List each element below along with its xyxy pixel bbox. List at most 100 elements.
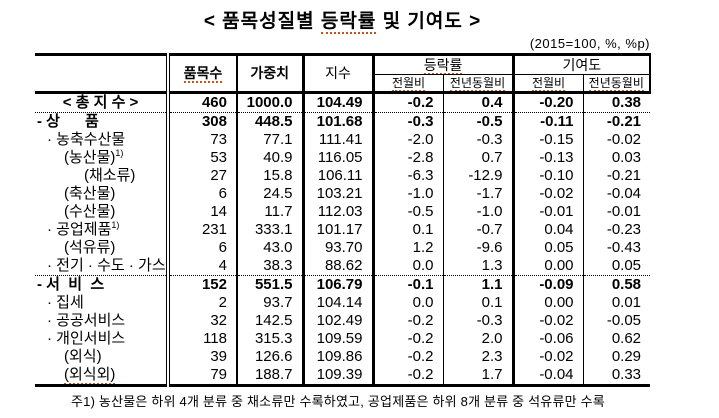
- row-label: (채소류): [35, 167, 170, 185]
- cell-contrib-yoy: 0.05: [582, 257, 651, 276]
- cell-change-yoy: 1.1: [442, 275, 514, 294]
- cell-change-yoy: 2.0: [442, 330, 514, 348]
- cell-weight: 333.1: [236, 221, 303, 239]
- cell-change-mom: -6.3: [371, 167, 443, 185]
- table-row: · 집세 2 93.7 104.14 0.0 0.1 0.00 0.01: [35, 294, 651, 312]
- table-row: (석유류) 6 43.0 93.70 1.2 -9.6 0.05 -0.43: [35, 239, 651, 257]
- cell-index: 104.14: [301, 294, 373, 312]
- cell-change-mom: -0.1: [371, 275, 443, 294]
- cell-contrib-mom: -0.09: [511, 275, 584, 294]
- cell-weight: 1000.0: [236, 92, 303, 113]
- cell-contrib-mom: -0.04: [511, 366, 584, 387]
- cell-weight: 551.5: [236, 275, 303, 294]
- cell-contrib-yoy: 0.01: [582, 294, 651, 312]
- cell-weight: 24.5: [236, 185, 303, 203]
- cell-index: 103.21: [301, 185, 373, 203]
- row-label: - 서 비 스: [35, 275, 170, 294]
- cell-contrib-yoy: -0.02: [582, 131, 651, 149]
- row-label-text: (외식): [64, 348, 102, 365]
- cell-change-yoy: -1.7: [442, 185, 514, 203]
- col-header-weight: 가중치: [236, 54, 303, 94]
- cell-items: 53: [210, 149, 227, 166]
- row-label: · 집세: [35, 294, 170, 312]
- table-row: · 공공서비스 32 142.5 102.49 -0.2 -0.3 -0.02 -0.05: [35, 312, 651, 330]
- row-label: · 개인서비스: [35, 330, 170, 348]
- cell-weight: 15.8: [236, 167, 303, 185]
- col-header-change-mom: 전월비: [371, 74, 443, 94]
- row-label-text: (외식외): [64, 366, 116, 383]
- cell-change-yoy: -0.7: [442, 221, 514, 239]
- cell-contrib-mom: 0.05: [511, 239, 584, 257]
- cell-index: 116.05: [301, 149, 373, 167]
- cell-weight: 188.7: [236, 366, 303, 387]
- row-label-text: · 전기 · 수도 · 가스: [47, 257, 166, 274]
- row-label: · 공공서비스: [35, 312, 170, 330]
- cell-contrib-yoy: 0.33: [582, 366, 651, 387]
- col-header-contrib-mom-label: 전월비: [531, 75, 566, 90]
- row-label: (외식): [35, 348, 170, 366]
- row-label-text: < 총 지 수 >: [62, 94, 139, 111]
- cell-index: 111.41: [301, 131, 373, 149]
- row-label-text: (석유류): [64, 239, 116, 256]
- cell-weight: 11.7: [236, 203, 303, 221]
- cell-contrib-yoy: -0.04: [582, 185, 651, 203]
- row-label: (석유류): [35, 239, 170, 257]
- cell-items: 14: [210, 203, 227, 220]
- col-header-contrib-yoy-label: 전년동월비: [588, 75, 644, 90]
- table-row: · 전기 · 수도 · 가스 4 38.3 88.62 0.0 1.3 0.00 0.05: [35, 257, 651, 276]
- col-header-change-yoy-label: 전년동월비: [449, 75, 506, 90]
- cell-change-mom: -0.2: [371, 312, 443, 330]
- cell-index: 109.59: [301, 330, 373, 348]
- cell-items: 2: [218, 294, 227, 311]
- cell-items: 6: [218, 185, 227, 202]
- cell-change-yoy: 0.1: [442, 294, 514, 312]
- cell-items: 460: [168, 92, 237, 113]
- cell-change-mom: -0.2: [371, 330, 443, 348]
- table-row: (채소류) 27 15.8 106.11 -6.3 -12.9 -0.10 -0.21: [35, 167, 651, 185]
- cell-change-mom: -0.3: [371, 112, 443, 131]
- corner-cell: [35, 54, 170, 94]
- cell-change-mom: -2.0: [371, 131, 443, 149]
- cell-items: 308: [201, 113, 227, 130]
- col-group-change: 등락률: [371, 54, 514, 75]
- col-group-change-label: 등락률: [423, 56, 463, 75]
- cell-items: 79: [168, 366, 237, 387]
- cell-weight: 38.3: [236, 257, 303, 276]
- row-label-text: (채소류): [84, 167, 136, 184]
- page-title: < 품목성질별 등락률 및 기여도 >: [35, 6, 650, 34]
- cell-change-yoy: -0.3: [442, 312, 514, 330]
- cell-index: 93.70: [301, 239, 373, 257]
- cell-items: 231: [201, 221, 227, 238]
- col-group-contrib: 기여도: [511, 54, 652, 75]
- cell-items: 32: [210, 312, 227, 329]
- cell-contrib-mom: 0.00: [511, 294, 584, 312]
- cell-items: 152: [201, 276, 227, 293]
- cell-change-mom: 0.0: [371, 294, 443, 312]
- row-label-text: - 서 비 스: [37, 276, 105, 293]
- table-row: (수산물) 14 11.7 112.03 -0.5 -1.0 -0.01 -0.01: [35, 203, 651, 221]
- table-row: · 공업제품1) 231 333.1 101.17 0.1 -0.7 0.04 -0.23: [35, 221, 651, 239]
- cell-change-yoy: 0.4: [442, 92, 514, 113]
- cell-index: 112.03: [301, 203, 373, 221]
- table-row: < 총 지 수 > 460 1000.0 104.49 -0.2 0.4 -0.20 0.38: [35, 92, 651, 113]
- row-label: · 농축수산물: [35, 131, 170, 149]
- cell-contrib-mom: -0.01: [511, 203, 584, 221]
- row-label: · 공업제품1): [35, 221, 170, 239]
- table-row: - 상 품 308 448.5 101.68 -0.3 -0.5 -0.11 -0.21: [35, 112, 651, 131]
- title-text-pre: < 품목성질별: [203, 11, 321, 32]
- cell-contrib-mom: -0.15: [511, 131, 584, 149]
- row-label-text: · 집세: [47, 294, 84, 311]
- cell-index: 104.49: [301, 92, 373, 113]
- row-label-text: · 공업제품: [47, 221, 112, 238]
- table-row: · 개인서비스 118 315.3 109.59 -0.2 2.0 -0.06 0.62: [35, 330, 651, 348]
- row-label-text: (수산물): [64, 203, 116, 220]
- cell-change-mom: 0.1: [371, 221, 443, 239]
- cell-items: 73: [210, 131, 227, 148]
- row-label-text: · 개인서비스: [47, 330, 126, 347]
- cell-contrib-mom: -0.10: [511, 167, 584, 185]
- row-label-text: (축산물): [64, 185, 116, 202]
- cell-contrib-yoy: -0.23: [582, 221, 651, 239]
- row-label: < 총 지 수 >: [35, 92, 170, 113]
- cell-items: 4: [168, 257, 237, 276]
- col-header-items-label: 품목수: [183, 65, 223, 83]
